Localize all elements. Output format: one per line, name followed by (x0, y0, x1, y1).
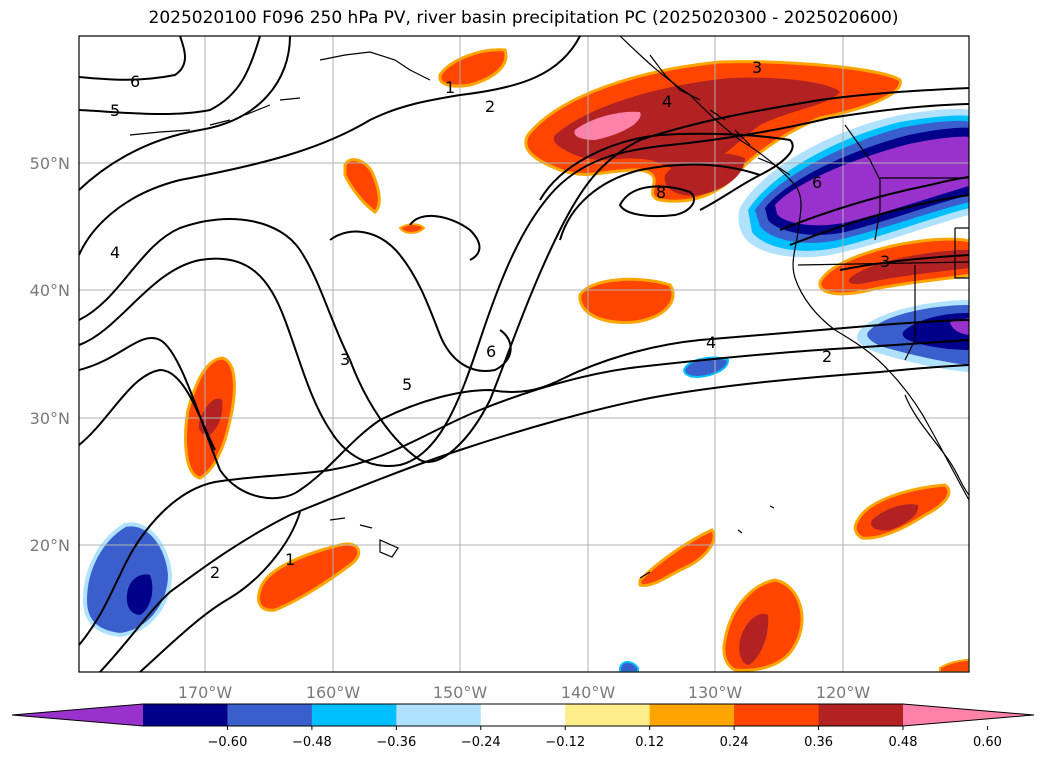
lon-tick-label: 130°W (688, 683, 743, 702)
colorbar: −0.60 −0.48 −0.36 −0.24 −0.12 0.12 0.24 0.36 0.4… (11, 703, 1035, 750)
colorbar-segment (565, 704, 651, 726)
lon-tick-labels: 170°W 160°W 150°W 140°W 130°W 120°W (178, 683, 871, 702)
lon-tick-label: 140°W (561, 683, 616, 702)
gridlines (79, 36, 969, 672)
contour-label: 4 (706, 333, 716, 352)
colorbar-segment (396, 704, 482, 726)
contour-label: 2 (822, 347, 832, 366)
colorbar-tick-label: 0.24 (720, 735, 749, 750)
colorbar-segment (480, 704, 566, 726)
colorbar-segment (734, 704, 820, 726)
map-panel (79, 36, 969, 672)
colorbar-segment (227, 704, 313, 726)
lat-tick-label: 20°N (30, 536, 70, 555)
contour-label: 3 (752, 58, 762, 77)
colorbar-tick-label: 0.48 (889, 735, 918, 750)
coastlines (129, 36, 969, 579)
contour-label: 4 (662, 92, 672, 111)
colorbar-tick-label: −0.36 (376, 735, 416, 750)
precip-shading (82, 48, 969, 672)
contour-label: 8 (656, 183, 666, 202)
lat-tick-label: 30°N (30, 409, 70, 428)
colorbar-segment (311, 704, 397, 726)
contour-label: 2 (485, 97, 495, 116)
lat-tick-labels: 20°N 30°N 40°N 50°N (30, 154, 70, 555)
colorbar-tick-label: 0.12 (635, 735, 664, 750)
lat-tick-label: 40°N (30, 281, 70, 300)
lon-tick-label: 160°W (306, 683, 361, 702)
lon-tick-label: 150°W (433, 683, 488, 702)
colorbar-segment (818, 704, 904, 726)
map-title: 2025020100 F096 250 hPa PV, river basin … (148, 8, 899, 28)
colorbar-tick-label: −0.24 (461, 735, 501, 750)
contour-label: 5 (402, 375, 412, 394)
colorbar-tick-label: 0.36 (804, 735, 833, 750)
contour-label: 4 (110, 243, 120, 262)
contour-label: 3 (340, 350, 350, 369)
pv-contours (79, 36, 969, 672)
lon-tick-label: 170°W (178, 683, 233, 702)
colorbar-tick-label: −0.60 (208, 735, 248, 750)
contour-label: 6 (130, 72, 140, 91)
colorbar-outline (11, 703, 1035, 727)
colorbar-segment (143, 704, 228, 726)
colorbar-tick-label: −0.48 (292, 735, 332, 750)
colorbar-extend-low (12, 704, 143, 726)
contour-label: 3 (880, 252, 890, 271)
contour-label: 1 (445, 78, 455, 97)
map-border (78, 35, 970, 673)
lat-tick-label: 50°N (30, 154, 70, 173)
contour-labels: 6 5 4 1 2 3 4 8 6 3 6 3 5 4 2 2 1 (110, 58, 890, 582)
colorbar-tick-label: −0.12 (545, 735, 585, 750)
contour-label: 1 (285, 550, 295, 569)
contour-label: 2 (210, 563, 220, 582)
contour-label: 6 (812, 173, 822, 192)
lon-tick-label: 120°W (816, 683, 871, 702)
contour-label: 6 (486, 342, 496, 361)
colorbar-segment (649, 704, 735, 726)
colorbar-tick-label: 0.60 (973, 735, 1002, 750)
contour-label: 5 (110, 101, 120, 120)
colorbar-extend-high (903, 704, 1034, 726)
